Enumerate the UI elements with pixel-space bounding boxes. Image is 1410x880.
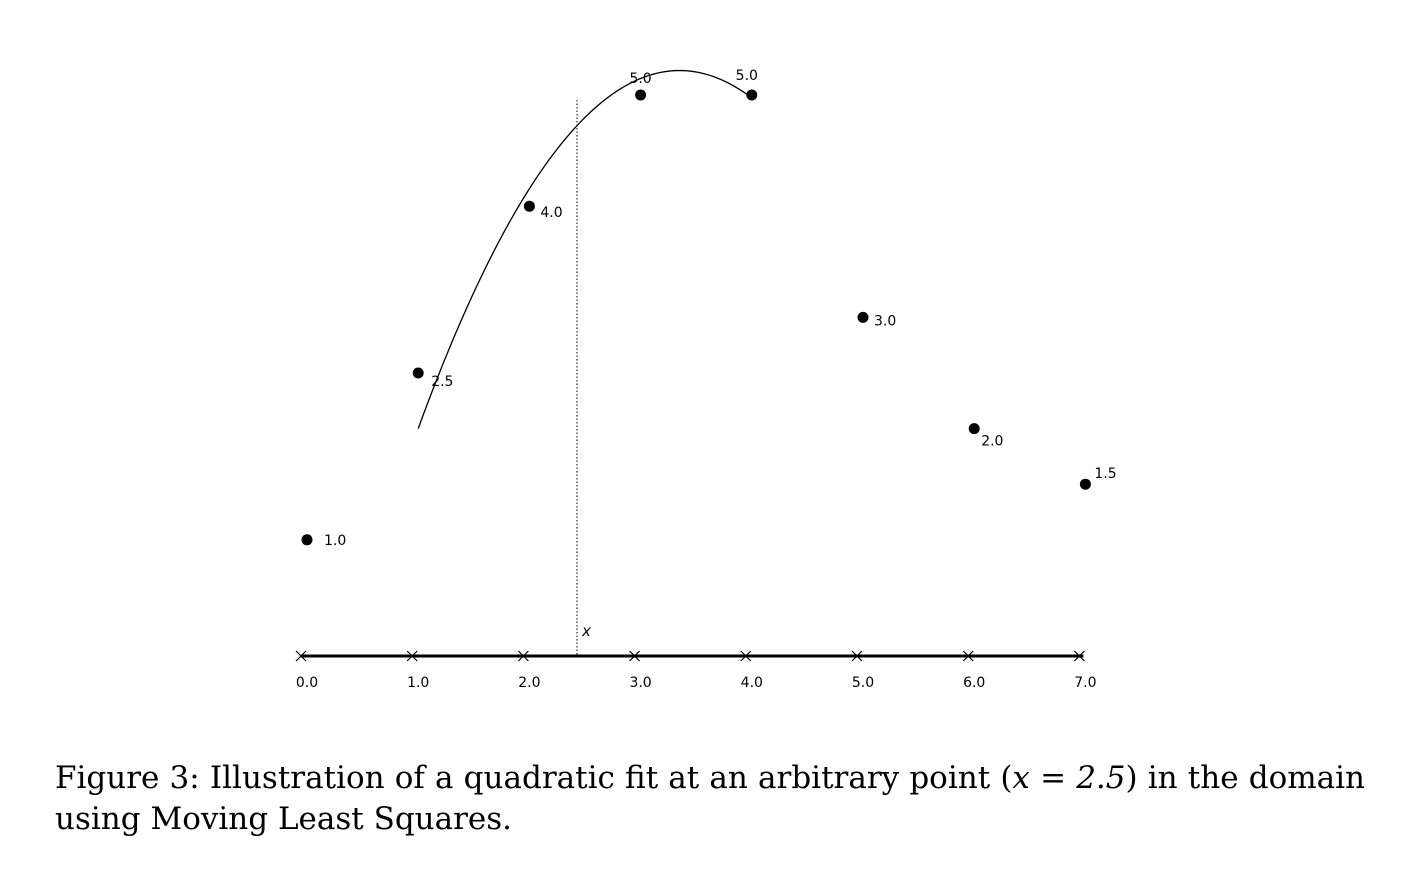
x-tick: [629, 650, 641, 662]
chart: 0.0 1.0 2.0 3.0 4.0 5.0 6.0 7.0 x 1.0 2.5 4.0 5.0 5.…: [295, 68, 1117, 691]
x-tick: [962, 650, 974, 662]
x-tick-cross: [629, 650, 641, 662]
data-point: [301, 534, 313, 546]
data-point-label: 4.0: [540, 205, 562, 221]
x-tick-label: 4.0: [741, 675, 763, 691]
data-point: [635, 89, 647, 101]
x-tick-cross: [962, 650, 974, 662]
x-tick-label: 1.0: [407, 675, 429, 691]
x-tick: [1073, 650, 1085, 662]
curve-layer: [417, 69, 753, 429]
caption-prefix: Figure 3: Illustration of a quadratic fi…: [55, 760, 1013, 796]
data-point-label: 5.0: [736, 68, 758, 84]
data-point-label: 1.0: [324, 533, 346, 549]
x-tick-label: 6.0: [963, 675, 985, 691]
axis-layer: 0.0 1.0 2.0 3.0 4.0 5.0 6.0 7.0 x: [295, 100, 1097, 691]
x-tick: [740, 650, 752, 662]
data-point-label: 2.0: [981, 434, 1003, 450]
x-tick: [851, 650, 863, 662]
data-point: [523, 200, 535, 212]
figure-caption: Figure 3: Illustration of a quadratic fi…: [55, 758, 1365, 840]
x-tick-cross: [517, 650, 529, 662]
x-tick: [295, 650, 307, 662]
x-tick-cross: [406, 650, 418, 662]
x-tick-label: 7.0: [1074, 675, 1096, 691]
x-tick: [517, 650, 529, 662]
data-point: [857, 311, 869, 323]
data-point-label: 5.0: [629, 71, 651, 87]
data-point-label: 2.5: [431, 374, 453, 390]
x-tick-cross: [851, 650, 863, 662]
x-tick: [406, 650, 418, 662]
x-tick-cross: [1073, 650, 1085, 662]
x-tick-label: 2.0: [518, 675, 540, 691]
x-tick-label: 0.0: [296, 675, 318, 691]
data-point-label: 3.0: [874, 313, 896, 329]
data-point-label: 1.5: [1094, 466, 1116, 482]
x-tick-label: 5.0: [852, 675, 874, 691]
caption-math: x = 2.5: [1012, 760, 1126, 796]
x-tick-cross: [740, 650, 752, 662]
data-point: [746, 89, 758, 101]
fit-curve: [417, 69, 753, 429]
caption-suffix: ) in the domain using Moving Least Squar…: [55, 760, 1365, 837]
eval-point-label: x: [581, 622, 591, 640]
data-point: [1079, 478, 1091, 490]
points-layer: 1.0 2.5 4.0 5.0 5.0 3.0 2.0 1.5: [301, 68, 1117, 549]
x-tick-cross: [295, 650, 307, 662]
data-point: [968, 423, 980, 435]
x-tick-label: 3.0: [629, 675, 651, 691]
data-point: [412, 367, 424, 379]
